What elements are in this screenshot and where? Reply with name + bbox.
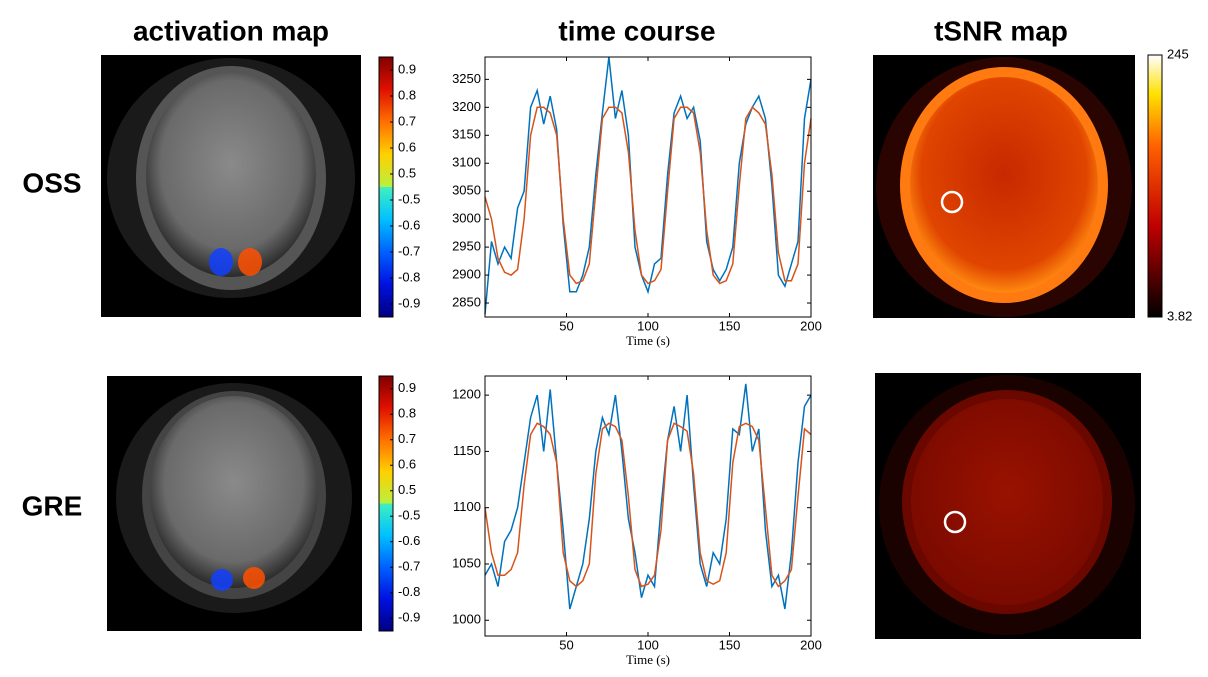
series-line (484, 56, 812, 315)
colorbar-tick-label: 0.6 (398, 139, 416, 154)
y-tick-label: 1050 (452, 555, 481, 570)
column-title: tSNR map (934, 15, 1068, 46)
y-tick-label: 1000 (452, 612, 481, 627)
y-tick-label: 3150 (452, 127, 481, 142)
colorbar-tick-label: 0.7 (398, 431, 416, 446)
y-tick-label: 3000 (452, 211, 481, 226)
y-tick-label: 3050 (452, 183, 481, 198)
x-tick-label: 150 (719, 318, 741, 333)
tsnr-image (875, 373, 1141, 639)
colorbar-tick-label: 0.6 (398, 457, 416, 472)
y-tick-label: 3100 (452, 155, 481, 170)
axes-frame (484, 56, 812, 318)
activation-image (101, 55, 361, 317)
colorbar-segment (379, 57, 393, 187)
colorbar-tick-label: -0.8 (398, 269, 420, 284)
colorbar-tick-label: 245 (1167, 46, 1189, 61)
y-tick-label: 2900 (452, 267, 481, 282)
column-title: time course (558, 15, 715, 46)
colorbar-tick-label: -0.5 (398, 191, 420, 206)
colorbar-segment (379, 187, 393, 317)
colorbar-tick-label: -0.9 (398, 295, 420, 310)
x-tick-label: 50 (559, 637, 573, 652)
tsnr-image (873, 55, 1135, 318)
y-tick-label: 3250 (452, 71, 481, 86)
x-tick-label: 200 (800, 637, 822, 652)
x-tick-label: 100 (637, 637, 659, 652)
y-tick-label: 1150 (453, 443, 481, 458)
row-label: OSS (22, 167, 81, 198)
colorbar-tick-label: -0.6 (398, 217, 420, 232)
column-title: activation map (133, 15, 329, 46)
colorbar-tick-label: -0.7 (398, 243, 420, 258)
y-tick-label: 2950 (452, 239, 481, 254)
colorbar-tick-label: 0.8 (398, 87, 416, 102)
y-tick-label: 2850 (452, 294, 481, 309)
colorbar-tick-label: 0.7 (398, 113, 416, 128)
colorbar-tick-label: 0.8 (398, 406, 416, 421)
y-tick-label: 3200 (452, 99, 481, 114)
colorbar-tick-label: -0.7 (398, 559, 420, 574)
row-label: GRE (22, 490, 83, 521)
colorbar-segment (1148, 55, 1162, 317)
series-line (484, 106, 812, 285)
activation-image (107, 376, 362, 631)
colorbar-segment (379, 376, 393, 504)
colorbar-tick-label: 0.5 (398, 482, 416, 497)
axes-frame (484, 375, 812, 637)
colorbar-frame (378, 375, 394, 632)
colorbar-frame (378, 56, 394, 318)
x-tick-label: 100 (637, 318, 659, 333)
y-tick-label: 1100 (453, 499, 481, 514)
series-line (484, 422, 812, 588)
colorbar-tick-label: -0.8 (398, 584, 420, 599)
x-tick-label: 150 (719, 637, 741, 652)
colorbar-tick-label: 0.9 (398, 380, 416, 395)
x-tick-label: 50 (559, 318, 573, 333)
plot-area (485, 376, 811, 636)
x-axis-label: Time (s) (626, 333, 670, 348)
plot-area (485, 57, 811, 317)
colorbar-frame (1147, 54, 1163, 318)
colorbar-tick-label: 3.82 (1167, 308, 1192, 323)
x-tick-label: 200 (800, 318, 822, 333)
y-tick-label: 1200 (452, 387, 481, 402)
colorbar-tick-label: -0.5 (398, 508, 420, 523)
colorbar-tick-label: -0.9 (398, 610, 420, 625)
colorbar-tick-label: 0.5 (398, 165, 416, 180)
colorbar-tick-label: 0.9 (398, 61, 416, 76)
x-axis-label: Time (s) (626, 652, 670, 667)
colorbar-tick-label: -0.6 (398, 533, 420, 548)
colorbar-segment (379, 503, 393, 631)
